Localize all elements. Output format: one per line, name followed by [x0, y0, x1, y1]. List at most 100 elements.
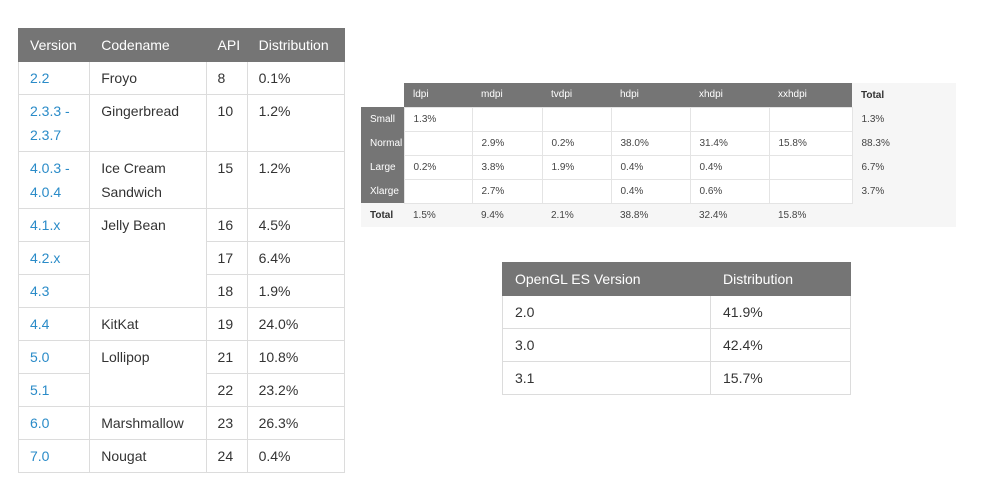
version-link[interactable]: 4.4 [17, 307, 91, 341]
corner-cell [361, 83, 404, 107]
version-link[interactable]: 5.1 [17, 373, 91, 407]
density-cell: 0.2% [403, 154, 473, 180]
column-header-codename: Codename [89, 28, 207, 62]
api-cell: 24 [205, 439, 248, 473]
table-row: 2.3.3 - 2.3.7 Gingerbread 10 1.2% [17, 94, 346, 152]
distribution-cell: 10.8% [246, 340, 346, 374]
column-total-cell: 2.1% [542, 203, 611, 227]
api-cell: 21 [205, 340, 248, 374]
opengl-version-cell: 3.0 [502, 328, 711, 362]
api-cell: 15 [205, 151, 248, 209]
table-row: 4.3 18 1.9% [17, 274, 346, 308]
column-header-hdpi: hdpi [611, 83, 690, 107]
column-header-mdpi: mdpi [472, 83, 542, 107]
row-header-small: Small [361, 107, 404, 131]
api-cell: 19 [205, 307, 248, 341]
opengl-distribution-table: OpenGL ES Version Distribution 2.0 41.9%… [502, 262, 851, 395]
table-row: 4.1.x Jelly Bean 16 4.5% [17, 208, 346, 308]
density-cell: 0.4% [689, 154, 770, 180]
row-total-cell: 3.7% [852, 179, 956, 203]
row-header-large: Large [361, 155, 404, 179]
density-cell: 31.4% [689, 130, 770, 156]
row-header-normal: Normal [361, 131, 404, 155]
version-link[interactable]: 7.0 [17, 439, 91, 473]
column-header-distribution: Distribution [710, 262, 851, 296]
column-total-cell: 9.4% [472, 203, 542, 227]
distribution-cell: 15.7% [710, 361, 851, 395]
density-cell [610, 106, 691, 132]
column-total-cell: 1.5% [404, 203, 472, 227]
table-row: 7.0 Nougat 24 0.4% [17, 439, 346, 473]
opengl-version-cell: 3.1 [502, 361, 711, 395]
column-header-total: Total [852, 83, 956, 107]
density-cell [768, 154, 853, 180]
codename-cell: KitKat [89, 307, 207, 341]
distribution-cell: 1.9% [246, 274, 346, 308]
table-row: Small 1.3% 1.3% [361, 106, 956, 132]
row-total-cell: 88.3% [852, 131, 956, 155]
row-header-xlarge: Xlarge [361, 179, 404, 203]
column-header-xhdpi: xhdpi [690, 83, 769, 107]
version-link[interactable]: 4.3 [17, 274, 91, 308]
empty-cell [852, 203, 956, 227]
distribution-cell: 42.4% [710, 328, 851, 362]
table-row: 5.1 22 23.2% [17, 373, 346, 407]
column-header-version: Version [17, 28, 91, 62]
distribution-cell: 41.9% [710, 295, 851, 329]
density-cell: 0.6% [689, 178, 770, 204]
totals-row: Total 1.5% 9.4% 2.1% 38.8% 32.4% 15.8% [361, 203, 956, 227]
density-cell [541, 178, 612, 204]
table-header-row: ldpi mdpi tvdpi hdpi xhdpi xxhdpi Total [361, 83, 956, 107]
density-cell [403, 178, 473, 204]
row-total-cell: 1.3% [852, 107, 956, 131]
version-distribution-table: Version Codename API Distribution 2.2 Fr… [17, 28, 346, 473]
distribution-cell: 0.1% [246, 61, 346, 95]
table-row: 4.4 KitKat 19 24.0% [17, 307, 346, 341]
version-link[interactable]: 4.1.x [17, 208, 91, 242]
row-total-cell: 6.7% [852, 155, 956, 179]
density-cell: 0.4% [610, 154, 691, 180]
table-header-row: OpenGL ES Version Distribution [502, 262, 851, 296]
density-cell: 38.0% [610, 130, 691, 156]
table-row: 4.2.x 17 6.4% [17, 241, 346, 275]
density-cell: 0.2% [541, 130, 612, 156]
column-header-ldpi: ldpi [404, 83, 472, 107]
density-cell: 0.4% [610, 178, 691, 204]
column-header-opengl-version: OpenGL ES Version [502, 262, 711, 296]
row-header-total: Total [361, 203, 404, 227]
column-header-distribution: Distribution [246, 28, 346, 62]
table-row: 3.1 15.7% [502, 361, 851, 395]
version-link[interactable]: 6.0 [17, 406, 91, 440]
column-header-api: API [205, 28, 248, 62]
table-row: 2.0 41.9% [502, 295, 851, 329]
column-header-xxhdpi: xxhdpi [769, 83, 852, 107]
version-link[interactable]: 4.0.3 - 4.0.4 [17, 151, 91, 209]
version-link[interactable]: 4.2.x [17, 241, 91, 275]
api-cell: 18 [205, 274, 248, 308]
density-cell: 2.9% [471, 130, 543, 156]
codename-cell: Jelly Bean [89, 208, 207, 308]
api-cell: 10 [205, 94, 248, 152]
api-cell: 8 [205, 61, 248, 95]
column-header-tvdpi: tvdpi [542, 83, 611, 107]
table-row: 5.0 Lollipop 21 10.8% [17, 340, 346, 407]
api-cell: 23 [205, 406, 248, 440]
density-cell: 15.8% [768, 130, 853, 156]
column-total-cell: 32.4% [690, 203, 769, 227]
api-cell: 22 [205, 373, 248, 407]
column-total-cell: 15.8% [769, 203, 852, 227]
table-header-row: Version Codename API Distribution [17, 28, 346, 62]
codename-cell: Nougat [89, 439, 207, 473]
version-link[interactable]: 2.3.3 - 2.3.7 [17, 94, 91, 152]
density-cell [541, 106, 612, 132]
version-link[interactable]: 2.2 [17, 61, 91, 95]
density-cell [768, 178, 853, 204]
table-row: 2.2 Froyo 8 0.1% [17, 61, 346, 95]
codename-cell: Ice Cream Sandwich [89, 151, 207, 209]
density-cell: 1.3% [403, 106, 473, 132]
density-cell [768, 106, 853, 132]
distribution-cell: 23.2% [246, 373, 346, 407]
codename-cell: Gingerbread [89, 94, 207, 152]
version-link[interactable]: 5.0 [17, 340, 91, 374]
table-row: 6.0 Marshmallow 23 26.3% [17, 406, 346, 440]
